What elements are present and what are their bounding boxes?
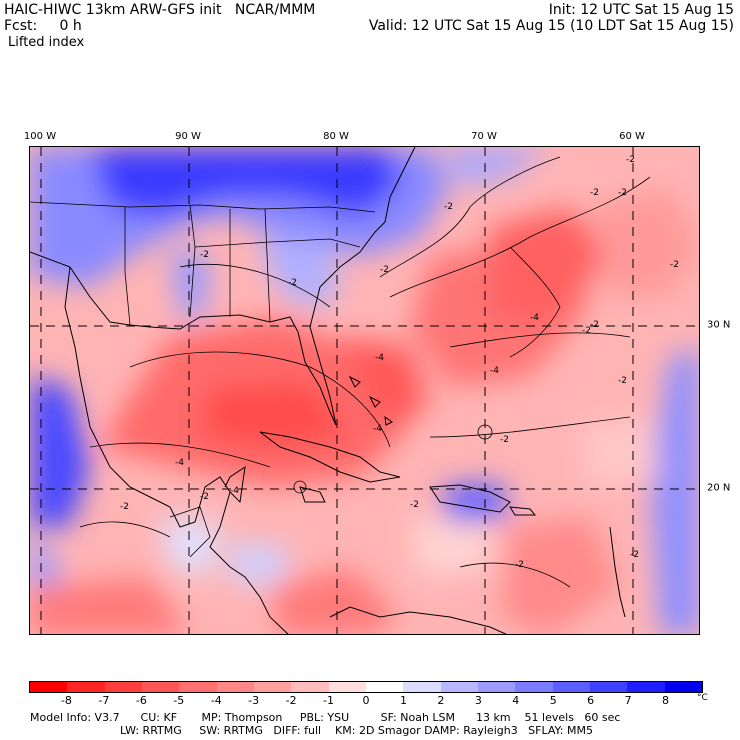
- colorbar-segment: [30, 682, 68, 692]
- colorbar-tick-label: -7: [98, 694, 110, 707]
- forecast-hour: Fcst: 0 h: [4, 18, 82, 34]
- colorbar-segment: [477, 682, 516, 692]
- colorbar-segment: [328, 682, 366, 692]
- lon-label-60w: 60 W: [619, 131, 645, 142]
- model-info-line-2: LW: RRTMG SW: RRTMG DIFF: full KM: 2D Sm…: [120, 724, 593, 737]
- colorbar-tick-label: 2: [437, 694, 445, 707]
- coastlines: [30, 147, 626, 634]
- contour-label: -2: [288, 278, 297, 288]
- contour-label: -4: [490, 366, 499, 376]
- model-info-line-1: Model Info: V3.7 CU: KF MP: Thompson PBL…: [30, 711, 621, 724]
- colorbar: [29, 681, 703, 693]
- colorbar-segment: [515, 682, 553, 692]
- contour-label: -2: [120, 502, 129, 512]
- colorbar-tick-label: -8: [60, 694, 72, 707]
- colorbar-tick-label: -3: [248, 694, 260, 707]
- lon-label-80w: 80 W: [323, 131, 349, 142]
- colorbar-tick-label: 3: [474, 694, 482, 707]
- contour-label: -2: [582, 326, 591, 336]
- contour-label: -2: [500, 435, 509, 445]
- model-title: HAIC-HIWC 13km ARW-GFS init NCAR/MMM: [4, 2, 316, 18]
- init-time: Init: 12 UTC Sat 15 Aug 15: [548, 2, 734, 18]
- colorbar-segment: [627, 682, 665, 692]
- contour-label: -2: [626, 155, 635, 165]
- colorbar-segment: [179, 682, 217, 692]
- valid-time: Valid: 12 UTC Sat 15 Aug 15 (10 LDT Sat …: [368, 18, 734, 34]
- lifted-index-map: -2 -2 -2 -2 -4 -2 -4 -2 -2 -4 -2 -4 -4 -…: [30, 147, 699, 634]
- colorbar-segment: [291, 682, 329, 692]
- contour-label: -2: [380, 265, 389, 275]
- contour-label: -2: [670, 260, 679, 270]
- contour-label: -2: [630, 550, 639, 560]
- colorbar-tick-label: -5: [173, 694, 185, 707]
- colorbar-tick-label: -6: [135, 694, 147, 707]
- colorbar-tick-label: 1: [399, 694, 407, 707]
- lat-lon-grid: [30, 147, 699, 634]
- contour-label: -2: [200, 492, 209, 502]
- colorbar-tick-label: -4: [210, 694, 222, 707]
- contour-label: -4: [375, 353, 384, 363]
- colorbar-segment: [403, 682, 441, 692]
- contour-label: -2: [590, 320, 599, 330]
- contours: [79, 156, 651, 588]
- colorbar-segment: [589, 682, 628, 692]
- colorbar-tick-label: 7: [624, 694, 632, 707]
- colorbar-tick-label: 0: [362, 694, 370, 707]
- colorbar-tick-label: 8: [662, 694, 670, 707]
- political-borders: [30, 201, 376, 558]
- colorbar-segment: [104, 682, 142, 692]
- colorbar-segment: [440, 682, 478, 692]
- contour-label: -2: [618, 188, 627, 198]
- colorbar-tick-label: -1: [323, 694, 335, 707]
- colorbar-segment: [253, 682, 292, 692]
- lat-label-20n: 20 N: [707, 482, 731, 494]
- contour-label: -2: [410, 500, 419, 510]
- field-shading: [30, 147, 699, 634]
- contour-label: -4: [373, 424, 382, 434]
- colorbar-tick-label: -2: [285, 694, 297, 707]
- contour-label: -2: [590, 188, 599, 198]
- contour-label: -2: [618, 376, 627, 386]
- colorbar-segment: [552, 682, 590, 692]
- contour-label: -2: [515, 560, 524, 570]
- colorbar-tick-label: 6: [587, 694, 595, 707]
- lat-label-30n: 30 N: [707, 319, 731, 331]
- colorbar-unit: °C: [697, 693, 708, 703]
- colorbar-segment: [216, 682, 254, 692]
- contour-label-group: -2 -2 -2 -2 -4 -2 -4 -2 -2 -4 -2 -4 -4 -…: [120, 155, 679, 570]
- contour-label: -4: [530, 313, 539, 323]
- lon-label-70w: 70 W: [471, 131, 497, 142]
- colorbar-segment: [365, 682, 404, 692]
- colorbar-segment: [67, 682, 105, 692]
- colorbar-tick-label: 4: [512, 694, 520, 707]
- field-name: Lifted index: [8, 35, 85, 50]
- contour-label: -4: [175, 458, 184, 468]
- lon-label-90w: 90 W: [175, 131, 201, 142]
- colorbar-segment: [664, 682, 702, 692]
- colorbar-segment: [141, 682, 180, 692]
- contour-label: -4: [230, 486, 239, 496]
- contour-label: -2: [200, 250, 209, 260]
- lon-label-100w: 100 W: [23, 131, 57, 142]
- map-panel: -2 -2 -2 -2 -4 -2 -4 -2 -2 -4 -2 -4 -4 -…: [29, 146, 700, 635]
- contour-label: -2: [444, 202, 453, 212]
- colorbar-tick-label: 5: [549, 694, 557, 707]
